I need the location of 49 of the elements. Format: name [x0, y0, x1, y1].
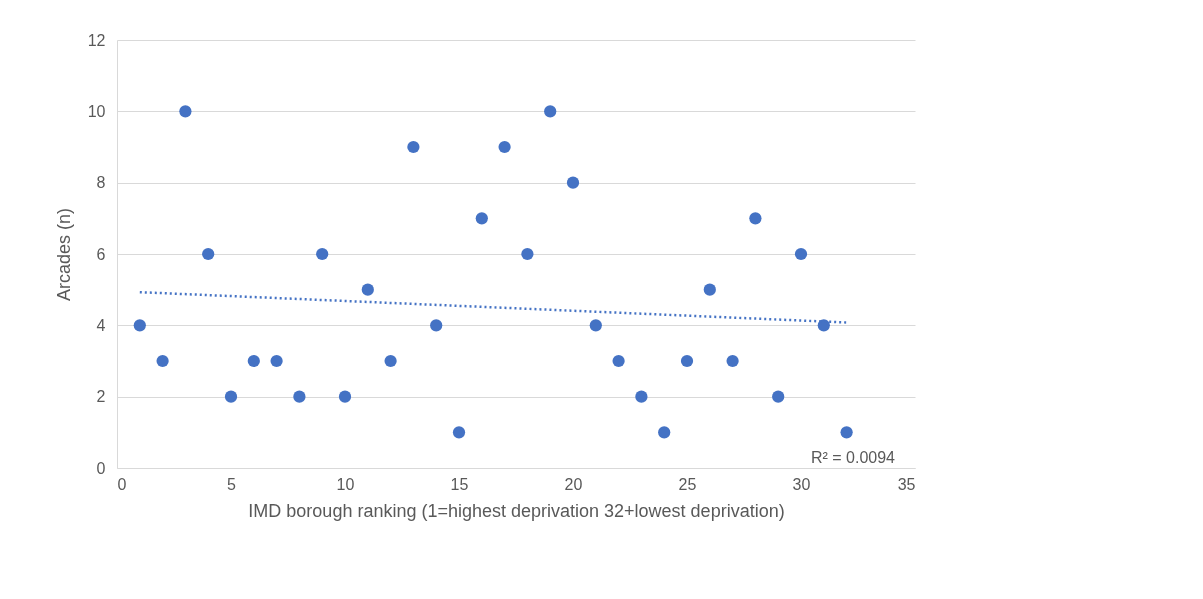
- point: [840, 426, 853, 439]
- x-axis-title: IMD borough ranking (1=highest deprivation 32+lowest deprivation): [248, 500, 785, 521]
- point: [316, 247, 329, 261]
- point: [680, 354, 694, 368]
- point: [452, 426, 466, 439]
- point: [338, 390, 352, 403]
- point: [749, 212, 762, 225]
- x-tick-label: 35: [897, 475, 916, 493]
- point: [589, 319, 602, 332]
- point: [544, 105, 557, 118]
- point: [270, 354, 283, 368]
- x-tick-label: 25: [678, 475, 697, 493]
- point: [635, 390, 648, 403]
- point: [133, 319, 146, 332]
- point: [224, 390, 238, 403]
- y-tick-label: 8: [96, 174, 106, 192]
- point: [202, 247, 215, 261]
- y-tick-label: 6: [96, 245, 106, 263]
- point: [794, 247, 808, 261]
- annotation: R² = 0.0094: [810, 449, 896, 466]
- point: [293, 390, 306, 403]
- point: [521, 247, 534, 261]
- point: [726, 354, 739, 368]
- point: [361, 283, 374, 296]
- y-tick-label: 12: [87, 31, 106, 49]
- y-tick-label: 4: [96, 316, 106, 334]
- point: [475, 212, 488, 225]
- y-tick-label: 0: [96, 459, 106, 477]
- x-tick-label: 20: [564, 475, 583, 493]
- point: [612, 354, 625, 368]
- y-tick-label: 2: [96, 388, 106, 406]
- x-tick-label: 15: [450, 475, 469, 493]
- point: [179, 105, 192, 118]
- point: [772, 390, 785, 403]
- point: [407, 140, 420, 154]
- point: [247, 354, 260, 368]
- point: [498, 140, 511, 154]
- y-tick-label: 10: [87, 102, 106, 120]
- point: [703, 283, 716, 296]
- point: [566, 176, 580, 189]
- x-tick-label: 0: [117, 475, 127, 493]
- x-tick-label: 10: [336, 475, 355, 493]
- point: [430, 319, 443, 332]
- point: [156, 354, 169, 368]
- y-axis-title: Arcades (n): [53, 207, 74, 302]
- x-tick-label: 5: [227, 475, 237, 493]
- x-tick-label: 30: [792, 475, 811, 493]
- point: [384, 354, 397, 368]
- point: [658, 426, 671, 439]
